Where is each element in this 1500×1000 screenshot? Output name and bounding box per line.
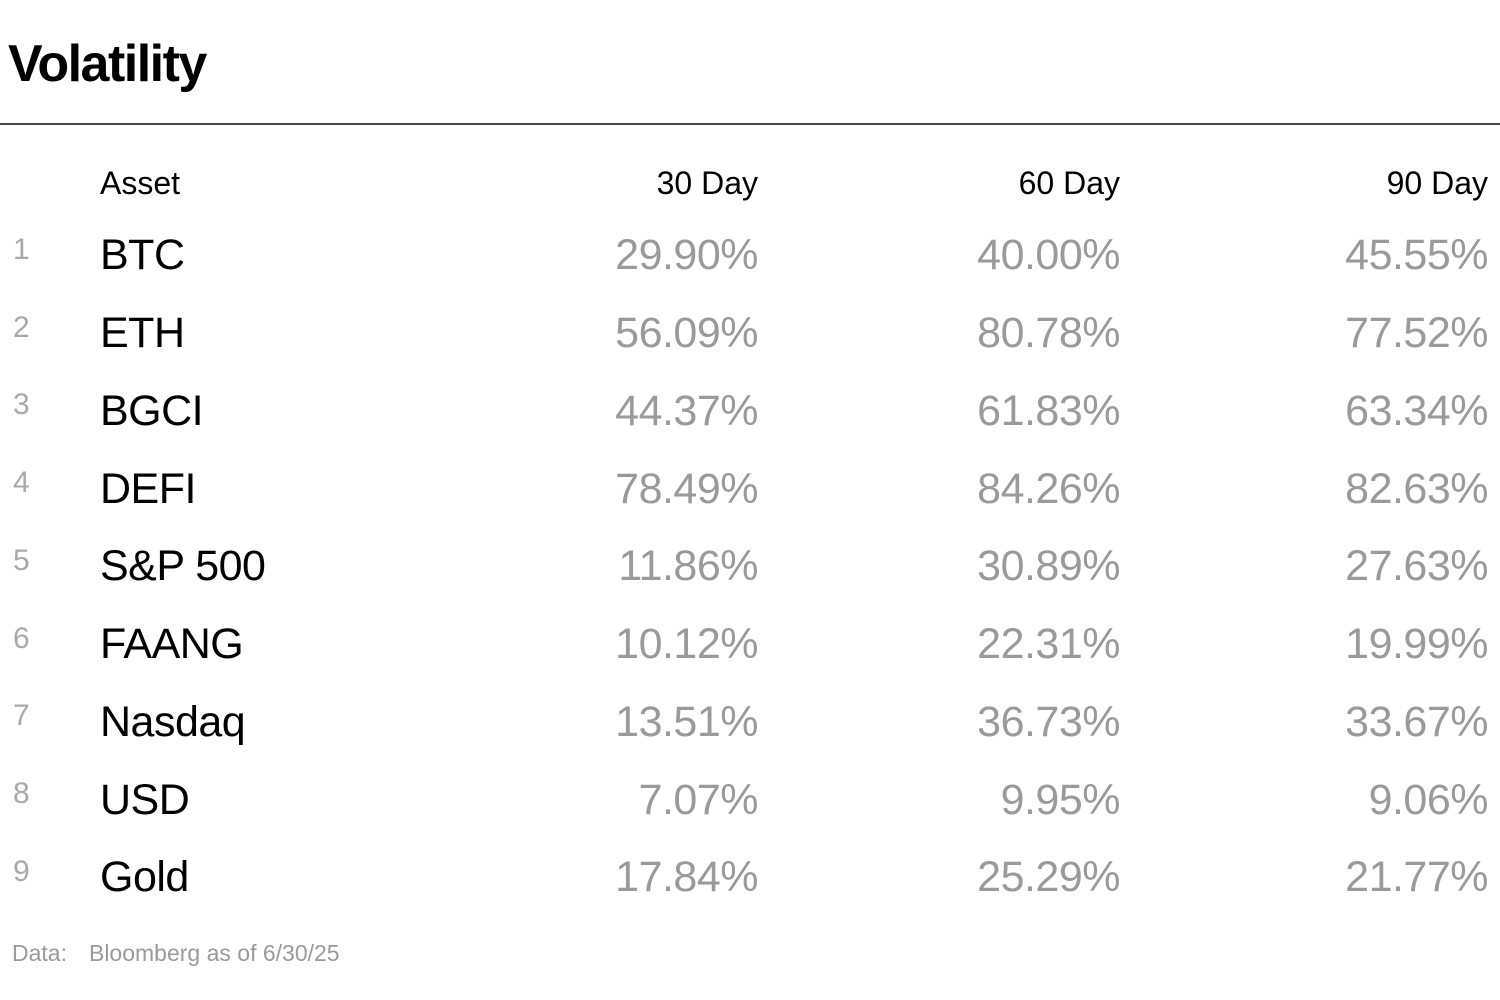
table-row: 4 DEFI 78.49% 84.26% 82.63% (0, 450, 1489, 528)
value-90day: 21.77% (1345, 853, 1488, 902)
volatility-table: Asset 30 Day 60 Day 90 Day 1 BTC 29.90% … (0, 165, 1500, 917)
asset-name: USD (100, 775, 190, 824)
value-60day: 61.83% (977, 386, 1120, 435)
source-label: Data: (12, 939, 67, 966)
value-30day: 7.07% (638, 775, 759, 824)
row-rank: 2 (13, 310, 30, 344)
table-row: 3 BGCI 44.37% 61.83% 63.34% (0, 373, 1489, 451)
title-divider (0, 123, 1500, 125)
table-row: 5 S&P 500 11.86% 30.89% 27.63% (0, 528, 1489, 606)
table-row: 8 USD 7.07% 9.95% 9.06% (0, 761, 1489, 839)
page-title: Volatility (8, 35, 207, 93)
asset-name: BTC (100, 231, 185, 280)
value-60day: 84.26% (977, 464, 1120, 513)
row-rank: 9 (13, 854, 30, 888)
column-header-90day: 90 Day (1386, 165, 1488, 201)
table-body: 1 BTC 29.90% 40.00% 45.55% 2 ETH 56.09% … (0, 217, 1489, 917)
source-text: Bloomberg as of 6/30/25 (88, 939, 340, 966)
asset-name: BGCI (100, 386, 204, 435)
value-60day: 36.73% (977, 697, 1120, 746)
asset-name: FAANG (100, 620, 244, 669)
value-60day: 80.78% (977, 309, 1120, 358)
value-60day: 30.89% (977, 542, 1120, 591)
source-note: Data: Bloomberg as of 6/30/25 (0, 940, 1500, 967)
value-60day: 25.29% (977, 853, 1120, 902)
asset-name: S&P 500 (100, 542, 266, 591)
value-90day: 82.63% (1345, 464, 1488, 513)
column-header-asset: Asset (100, 165, 181, 201)
table-row: 9 Gold 17.84% 25.29% 21.77% (0, 839, 1489, 917)
table-row: 1 BTC 29.90% 40.00% 45.55% (0, 217, 1489, 295)
table-row: 6 FAANG 10.12% 22.31% 19.99% (0, 606, 1489, 684)
value-60day: 22.31% (977, 620, 1120, 669)
asset-name: Gold (100, 853, 189, 902)
row-rank: 7 (13, 699, 30, 733)
table-header-row: Asset 30 Day 60 Day 90 Day (0, 165, 1488, 201)
row-rank: 4 (13, 466, 30, 500)
value-30day: 10.12% (615, 620, 758, 669)
value-90day: 63.34% (1345, 386, 1488, 435)
value-90day: 19.99% (1345, 620, 1488, 669)
asset-name: Nasdaq (100, 697, 246, 746)
column-header-30day: 30 Day (656, 165, 758, 201)
value-30day: 56.09% (615, 309, 758, 358)
asset-name: DEFI (100, 464, 196, 513)
row-rank: 6 (13, 621, 30, 655)
table-row: 7 Nasdaq 13.51% 36.73% 33.67% (0, 684, 1489, 762)
row-rank: 3 (13, 388, 30, 422)
value-30day: 78.49% (615, 464, 758, 513)
value-60day: 40.00% (977, 231, 1120, 280)
row-rank: 1 (13, 232, 30, 266)
column-header-60day: 60 Day (1018, 165, 1120, 201)
value-60day: 9.95% (1000, 775, 1121, 824)
table-row: 2 ETH 56.09% 80.78% 77.52% (0, 295, 1489, 373)
value-30day: 13.51% (615, 697, 758, 746)
value-90day: 33.67% (1345, 697, 1488, 746)
value-90day: 77.52% (1345, 309, 1488, 358)
value-30day: 17.84% (615, 853, 758, 902)
value-30day: 11.86% (618, 542, 758, 591)
asset-name: ETH (100, 309, 185, 358)
value-90day: 45.55% (1345, 231, 1488, 280)
value-30day: 44.37% (615, 386, 758, 435)
row-rank: 5 (13, 543, 30, 577)
value-90day: 27.63% (1345, 542, 1488, 591)
row-rank: 8 (13, 777, 30, 811)
value-30day: 29.90% (615, 231, 758, 280)
value-90day: 9.06% (1368, 775, 1489, 824)
